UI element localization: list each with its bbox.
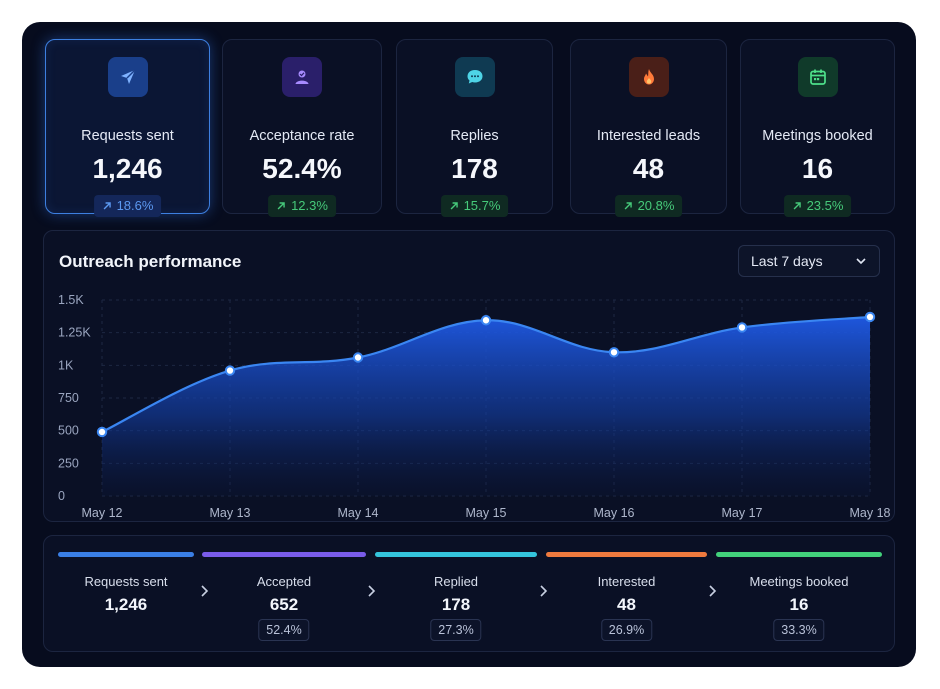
date-range-value: Last 7 days <box>751 253 823 269</box>
funnel-stage-interested[interactable]: Interested 48 26.9% <box>546 536 707 651</box>
chart-title: Outreach performance <box>59 252 242 271</box>
funnel-stage-value: 16 <box>789 595 809 614</box>
metric-change-value: 15.7% <box>463 198 501 213</box>
metric-card-meetings-booked[interactable]: Meetings booked 16 23.5% <box>740 39 895 217</box>
x-tick-label: May 18 <box>850 506 891 520</box>
funnel-stage-value: 1,246 <box>104 595 148 614</box>
metric-change-badge: 20.8% <box>614 195 683 217</box>
metric-label: Acceptance rate <box>249 128 355 144</box>
outreach-performance-chart: Outreach performance Last 7 days 0 250 500… <box>43 230 895 522</box>
funnel-stage-rate: 52.4% <box>258 619 310 641</box>
funnel-stage-label: Replied <box>433 574 479 589</box>
arrow-up-right-icon <box>793 202 801 210</box>
y-tick-label: 750 <box>58 391 79 405</box>
funnel-stage-rate: 26.9% <box>600 619 653 641</box>
metric-change-badge: 12.3% <box>268 195 336 217</box>
x-tick-label: May 17 <box>722 506 763 520</box>
chat-bubble-icon <box>454 57 495 97</box>
x-tick-label: May 12 <box>82 506 123 520</box>
metric-change-value: 23.5% <box>806 198 844 213</box>
metric-change-badge: 15.7% <box>440 195 509 217</box>
user-check-icon <box>282 57 322 97</box>
data-point[interactable] <box>864 311 876 323</box>
x-tick-label: May 16 <box>594 506 635 520</box>
y-tick-label: 0 <box>58 489 65 503</box>
funnel-stage-value: 178 <box>441 595 471 614</box>
date-range-select[interactable]: Last 7 days <box>738 245 880 277</box>
funnel-stage-bar <box>375 552 537 557</box>
dashboard-panel: Requests sent 1,246 18.6% Acceptance rat… <box>22 22 916 667</box>
funnel-stage-rate: 27.3% <box>430 619 482 641</box>
metric-change-value: 12.3% <box>291 198 328 213</box>
conversion-funnel: Requests sent 1,246 Accepted 652 52.4% R… <box>43 535 895 652</box>
arrow-up-right-icon <box>103 202 111 210</box>
metric-change-badge: 18.6% <box>93 195 162 217</box>
paper-plane-icon <box>107 57 148 97</box>
arrow-up-right-icon <box>624 202 632 210</box>
metric-label: Requests sent <box>81 128 174 144</box>
funnel-stage-label: Meetings booked <box>749 574 849 589</box>
funnel-stage-accepted[interactable]: Accepted 652 52.4% <box>202 536 366 651</box>
funnel-stage-label: Accepted <box>256 574 312 589</box>
metric-card-replies[interactable]: Replies 178 15.7% <box>396 39 553 217</box>
arrow-up-right-icon <box>277 202 285 210</box>
metric-value: 178 <box>451 153 498 184</box>
flame-icon <box>628 57 669 97</box>
x-tick-label: May 13 <box>210 506 251 520</box>
arrow-up-right-icon <box>450 202 458 210</box>
y-tick-label: 250 <box>58 456 79 470</box>
metric-change-badge: 23.5% <box>783 195 852 217</box>
chevron-down-icon <box>856 258 866 265</box>
funnel-stage-rate: 33.3% <box>773 619 825 641</box>
metric-label: Replies <box>450 128 499 144</box>
metric-value: 16 <box>801 153 834 184</box>
calendar-icon <box>797 57 838 97</box>
metric-card-acceptance-rate[interactable]: Acceptance rate 52.4% 12.3% <box>222 39 382 217</box>
x-tick-label: May 14 <box>338 506 379 520</box>
x-tick-label: May 15 <box>466 506 507 520</box>
metric-card-interested-leads[interactable]: Interested leads 48 20.8% <box>570 39 727 217</box>
y-tick-label: 500 <box>58 424 79 438</box>
metric-value: 48 <box>632 153 665 184</box>
funnel-stage-value: 48 <box>617 595 636 614</box>
data-point[interactable] <box>96 426 108 438</box>
funnel-stage-meetings-booked[interactable]: Meetings booked 16 33.3% <box>716 536 882 651</box>
funnel-stage-value: 652 <box>269 595 299 614</box>
metric-label: Meetings booked <box>762 128 873 144</box>
data-point[interactable] <box>480 315 492 326</box>
funnel-stage-bar <box>202 552 366 557</box>
metric-value: 1,246 <box>92 153 163 184</box>
funnel-stage-replied[interactable]: Replied 178 27.3% <box>375 536 537 651</box>
metric-change-value: 18.6% <box>116 198 154 213</box>
metric-change-value: 20.8% <box>637 198 675 213</box>
metric-label: Interested leads <box>596 128 701 144</box>
funnel-stage-bar <box>546 552 707 557</box>
y-tick-label: 1.5K <box>58 293 84 307</box>
chevron-right-icon <box>201 585 209 597</box>
metric-value: 52.4% <box>262 153 342 184</box>
funnel-stage-bar <box>716 552 882 557</box>
funnel-stage-requests-sent[interactable]: Requests sent 1,246 <box>58 536 194 651</box>
metric-card-requests-sent[interactable]: Requests sent 1,246 18.6% <box>45 39 210 217</box>
chevron-right-icon <box>709 585 717 597</box>
chevron-right-icon <box>368 585 376 597</box>
data-point[interactable] <box>736 322 748 333</box>
funnel-stage-label: Interested <box>597 574 656 589</box>
data-point[interactable] <box>608 347 620 358</box>
area-chart: 0 250 500 750 1K 1.25K 1.5K May 12 May 13 May 14 M… <box>58 293 891 520</box>
data-point[interactable] <box>352 352 364 363</box>
funnel-stage-bar <box>58 552 194 557</box>
data-point[interactable] <box>224 365 236 376</box>
y-tick-label: 1K <box>58 358 74 372</box>
y-tick-label: 1.25K <box>58 326 91 340</box>
funnel-stage-label: Requests sent <box>84 574 168 589</box>
series-area <box>102 316 870 496</box>
chevron-right-icon <box>540 585 548 597</box>
